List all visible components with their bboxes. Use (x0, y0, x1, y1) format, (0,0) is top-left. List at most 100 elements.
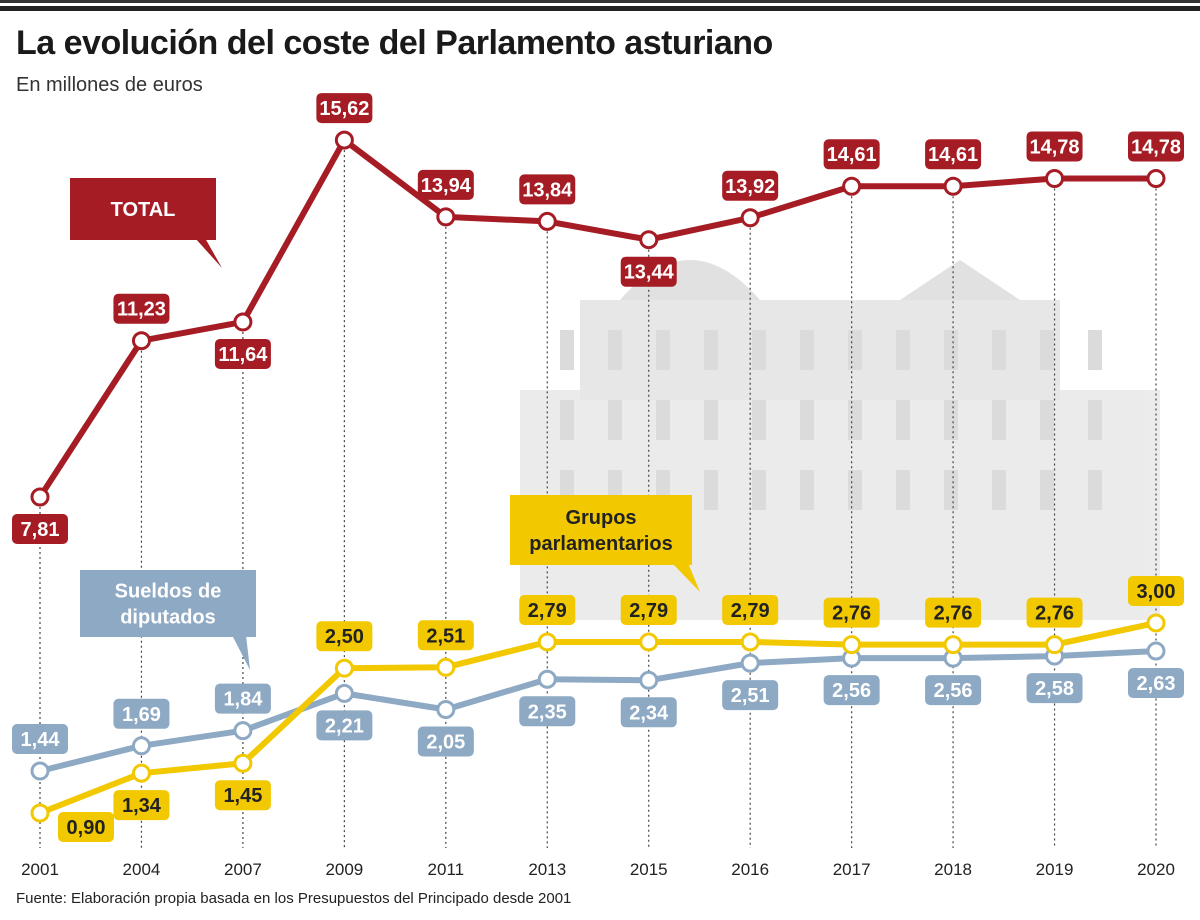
building-window (944, 400, 958, 440)
data-point (943, 176, 963, 196)
building-window (608, 330, 622, 370)
x-tick-label: 2019 (1036, 860, 1074, 879)
data-point (740, 653, 760, 673)
data-label-box (58, 812, 114, 842)
data-label-box (214, 683, 271, 714)
building-window (704, 470, 718, 510)
data-label: 3,00 (1137, 581, 1176, 603)
building-window (992, 400, 1006, 440)
data-label: 14,78 (1131, 136, 1181, 158)
data-point (639, 670, 659, 690)
data-label-box (823, 597, 880, 628)
callout-grupos-box (510, 495, 692, 565)
data-label: 2,56 (832, 680, 871, 702)
callout-sueldos-text: diputados (120, 607, 216, 629)
building-window (848, 470, 862, 510)
building-window (752, 400, 766, 440)
data-point (131, 763, 151, 783)
data-label: 2,34 (629, 702, 669, 724)
building-window (896, 400, 910, 440)
data-label-box (519, 696, 576, 727)
data-label-box (417, 620, 474, 651)
series-line-2 (39, 648, 1157, 774)
building-window (800, 330, 814, 370)
data-point (943, 635, 963, 655)
data-label-box (620, 256, 677, 287)
x-tick-label: 2017 (833, 860, 871, 879)
building-window (1088, 470, 1102, 510)
data-label-box (1128, 575, 1184, 606)
building-window (1088, 400, 1102, 440)
building-window (752, 470, 766, 510)
data-point (334, 130, 354, 150)
callout-total: TOTAL (70, 178, 222, 268)
data-label-box (823, 139, 880, 170)
data-label: 2,63 (1137, 673, 1176, 695)
data-label-box (214, 780, 271, 811)
callout-grupos: Grupos parlamentarios (510, 495, 700, 592)
data-label: 15,62 (319, 98, 369, 120)
building-window (896, 330, 910, 370)
data-label: 13,92 (725, 176, 775, 198)
data-label-box (316, 93, 373, 124)
building-window (1040, 400, 1054, 440)
data-label: 1,69 (122, 704, 161, 726)
data-label: 2,50 (325, 626, 364, 648)
data-point (334, 683, 354, 703)
building-window (1040, 470, 1054, 510)
data-point (740, 632, 760, 652)
data-label: 7,81 (21, 519, 60, 541)
building-photo (520, 260, 1160, 620)
data-point (131, 331, 151, 351)
building-window (800, 400, 814, 440)
data-label: 14,61 (928, 144, 978, 166)
x-tick-label: 2011 (428, 860, 465, 879)
building-window (1040, 330, 1054, 370)
callout-total-tail (195, 238, 222, 268)
data-label-box (1128, 668, 1184, 699)
data-label-box (12, 514, 68, 544)
data-label: 14,78 (1030, 136, 1080, 158)
building-window (608, 400, 622, 440)
building-upper (580, 300, 1060, 400)
data-point (639, 230, 659, 250)
series-line-1 (38, 620, 1157, 816)
data-label: 2,76 (832, 603, 871, 625)
data-label: 1,45 (223, 785, 262, 807)
data-point (740, 208, 760, 228)
data-label-box (722, 594, 779, 625)
data-label-box (925, 139, 982, 170)
data-label-box (1026, 673, 1083, 704)
data-point (1146, 641, 1166, 661)
top-rule (0, 0, 1200, 3)
series-line-0 (37, 137, 1156, 499)
data-point (537, 632, 557, 652)
building-window (896, 470, 910, 510)
data-point (537, 211, 557, 231)
callout-sueldos-text: Sueldos de (115, 581, 222, 603)
data-label: 2,79 (731, 600, 770, 622)
data-label-box (722, 170, 779, 201)
building-window (992, 330, 1006, 370)
data-label: 2,58 (1035, 678, 1074, 700)
top-rule-thick (0, 6, 1200, 11)
data-label-box (823, 675, 880, 706)
callout-sueldos-box (80, 570, 256, 637)
data-point (537, 669, 557, 689)
data-label-box (113, 698, 170, 729)
data-point (842, 176, 862, 196)
data-point (1146, 613, 1166, 633)
data-label-box (12, 724, 68, 754)
data-label-box (519, 594, 576, 625)
data-label-box (620, 594, 677, 625)
data-label-box (113, 790, 170, 821)
building-window (704, 330, 718, 370)
callout-sueldos-tail (232, 635, 250, 670)
callout-total-text: TOTAL (111, 199, 176, 221)
data-label: 2,56 (934, 680, 973, 702)
building-window (800, 470, 814, 510)
data-label: 2,21 (325, 715, 364, 737)
data-label-box (925, 597, 982, 628)
data-label: 1,34 (122, 795, 162, 817)
